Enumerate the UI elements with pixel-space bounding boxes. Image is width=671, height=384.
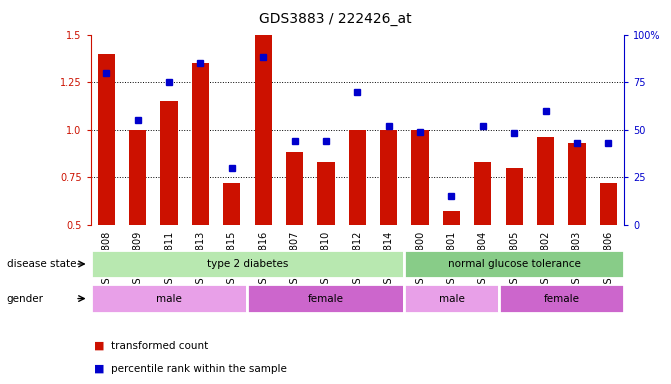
Bar — [474, 162, 491, 225]
Bar — [405, 250, 624, 278]
Text: female: female — [544, 293, 579, 304]
Text: percentile rank within the sample: percentile rank within the sample — [111, 364, 287, 374]
Text: transformed count: transformed count — [111, 341, 208, 351]
Bar — [91, 250, 405, 278]
Text: type 2 diabetes: type 2 diabetes — [207, 259, 288, 269]
Bar — [405, 284, 499, 313]
Text: ■: ■ — [94, 364, 105, 374]
Bar — [411, 130, 429, 225]
Bar — [443, 211, 460, 225]
Bar — [98, 54, 115, 225]
Bar — [568, 143, 586, 225]
Bar — [286, 152, 303, 225]
Bar — [129, 130, 146, 225]
Text: normal glucose tolerance: normal glucose tolerance — [448, 259, 580, 269]
Text: disease state: disease state — [7, 259, 76, 269]
Text: ■: ■ — [94, 341, 105, 351]
Text: GDS3883 / 222426_at: GDS3883 / 222426_at — [259, 12, 412, 25]
Bar — [380, 130, 397, 225]
Bar — [505, 168, 523, 225]
Bar — [600, 183, 617, 225]
Bar — [223, 183, 240, 225]
Text: male: male — [156, 293, 182, 304]
Bar — [349, 130, 366, 225]
Bar — [248, 284, 405, 313]
Text: male: male — [439, 293, 464, 304]
Bar — [91, 284, 248, 313]
Bar — [192, 63, 209, 225]
Bar — [537, 137, 554, 225]
Bar — [317, 162, 335, 225]
Text: female: female — [308, 293, 344, 304]
Bar — [499, 284, 624, 313]
Text: gender: gender — [7, 293, 44, 304]
Bar — [254, 35, 272, 225]
Bar — [160, 101, 178, 225]
